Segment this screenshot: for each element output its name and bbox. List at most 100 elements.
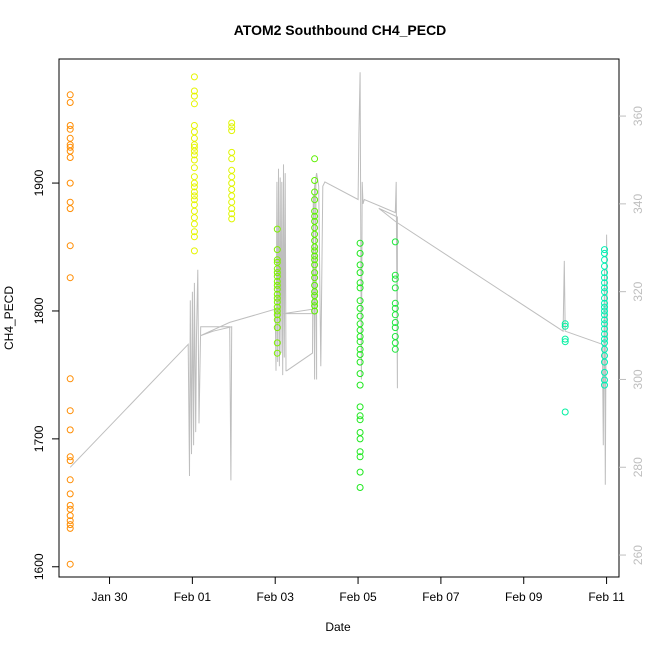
data-point: [356, 468, 364, 476]
y2-tick-label: 280: [631, 457, 645, 477]
data-point: [601, 269, 608, 277]
data-point: [356, 412, 364, 420]
data-point: [356, 312, 364, 320]
data-point: [356, 269, 364, 277]
y-tick-label: 1600: [32, 553, 46, 580]
data-point: [273, 307, 281, 315]
data-point: [66, 134, 74, 142]
data-point: [273, 298, 281, 306]
data-point: [190, 207, 198, 215]
data-point: [311, 256, 319, 264]
data-point: [391, 345, 399, 353]
data-point: [601, 325, 608, 333]
data-point: [228, 127, 236, 135]
data-point: [391, 271, 399, 279]
data-point: [228, 215, 236, 223]
x-tick-label: Feb 01: [174, 590, 212, 604]
data-point: [273, 225, 281, 233]
data-point: [190, 128, 198, 136]
data-point: [311, 274, 319, 282]
data-point: [356, 484, 364, 491]
x-tick-label: Jan 30: [92, 590, 128, 604]
data-point: [228, 192, 236, 200]
data-point: [190, 173, 198, 181]
data-point: [190, 214, 198, 222]
data-point: [601, 274, 608, 282]
y-axis-label: CH4_PECD: [2, 286, 16, 350]
x-tick-label: Feb 09: [505, 590, 543, 604]
data-point: [190, 151, 198, 159]
data-point: [190, 73, 198, 81]
x-tick-label: Feb 11: [588, 590, 625, 604]
data-point: [356, 448, 364, 456]
data-point: [190, 228, 198, 236]
data-point: [190, 122, 198, 129]
data-point: [391, 324, 399, 332]
data-point: [356, 351, 364, 358]
y-tick-label: 1800: [32, 297, 46, 324]
y-tick-label: 1700: [32, 425, 46, 452]
data-point: [356, 326, 364, 334]
data-point: [273, 311, 281, 319]
data-point: [273, 265, 281, 273]
y-axis-right: 260 280 300 320 340 360: [619, 106, 645, 565]
data-point: [228, 166, 236, 174]
data-point: [391, 275, 399, 283]
data-point: [561, 320, 569, 328]
data-point: [66, 143, 74, 151]
data-point: [228, 155, 236, 163]
data-point: [273, 285, 281, 293]
data-point: [228, 186, 236, 193]
data-point: [66, 274, 74, 282]
data-point: [601, 368, 608, 376]
y2-tick-label: 340: [631, 194, 645, 214]
data-point: [601, 303, 608, 311]
data-point: [311, 207, 319, 215]
data-point: [190, 233, 198, 241]
data-point: [273, 294, 281, 302]
data-point: [228, 179, 236, 187]
data-point: [190, 220, 198, 228]
data-point: [356, 381, 364, 389]
plot-frame: [58, 58, 620, 578]
data-point: [601, 320, 608, 328]
data-point: [356, 403, 364, 411]
data-point: [356, 297, 364, 305]
data-point: [311, 230, 319, 238]
data-point: [356, 284, 364, 292]
data-point: [190, 100, 198, 108]
data-point: [601, 330, 608, 338]
y-axis-left: 1600 1700 1800 1900: [32, 169, 59, 580]
data-point: [228, 173, 236, 181]
data-point: [66, 125, 74, 133]
data-point: [66, 512, 74, 520]
data-point: [273, 316, 281, 324]
data-point: [601, 311, 608, 319]
x-tick-label: Feb 03: [257, 590, 295, 604]
data-point: [190, 188, 198, 196]
data-point: [273, 281, 281, 289]
data-point: [273, 339, 281, 347]
data-point: [190, 147, 198, 155]
data-point: [391, 299, 399, 307]
data-point: [601, 299, 608, 307]
data-point: [356, 279, 364, 287]
data-point: [311, 188, 319, 196]
data-point: [66, 524, 74, 532]
data-point: [601, 358, 608, 366]
x-tick-label: Feb 05: [339, 590, 377, 604]
data-point: [601, 376, 608, 384]
data-point: [66, 407, 74, 415]
data-point: [601, 246, 608, 254]
data-point: [273, 272, 281, 280]
data-point: [356, 416, 364, 424]
data-point: [273, 303, 281, 311]
data-point: [228, 148, 236, 156]
data-point: [391, 284, 399, 292]
data-point: [190, 179, 198, 187]
data-point: [66, 179, 74, 187]
data-point: [391, 238, 399, 246]
data-point: [356, 239, 364, 247]
data-point: [601, 316, 608, 324]
data-point: [228, 198, 236, 206]
